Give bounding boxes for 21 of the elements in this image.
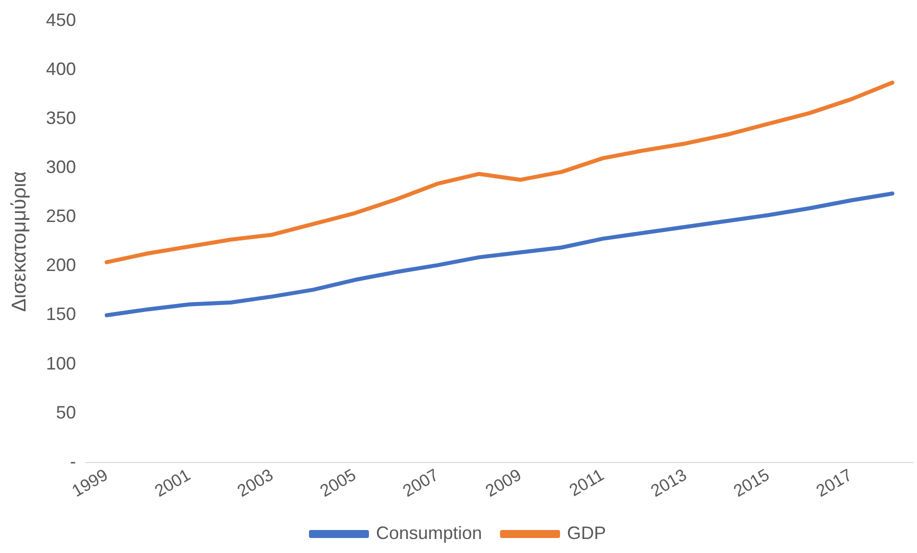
x-tick-label: 2011 bbox=[566, 465, 608, 500]
x-tick-label: 2003 bbox=[234, 465, 276, 501]
y-tick-label: 200 bbox=[46, 255, 76, 276]
y-tick-label: 300 bbox=[46, 156, 76, 177]
y-tick-label: 150 bbox=[46, 304, 76, 324]
x-tick-label: 2009 bbox=[482, 465, 525, 501]
x-tick-label: 2005 bbox=[316, 465, 360, 501]
x-tick-label: 2013 bbox=[648, 465, 690, 501]
legend-label: GDP bbox=[567, 522, 606, 543]
y-tick-label: 350 bbox=[46, 108, 76, 128]
x-tick-label: 2001 bbox=[151, 465, 194, 501]
y-axis-title: Δισεκατομμύρια bbox=[8, 171, 31, 312]
legend-label: Consumption bbox=[376, 522, 482, 543]
y-tick-label: 250 bbox=[46, 206, 76, 226]
x-tick-label: 2015 bbox=[730, 465, 773, 501]
y-tick-label: 100 bbox=[46, 353, 76, 374]
y-tick-label: 50 bbox=[56, 402, 76, 422]
x-tick-label: 2017 bbox=[813, 465, 856, 501]
x-tick-label: 2007 bbox=[400, 465, 442, 501]
y-tick-label: 450 bbox=[46, 10, 76, 30]
y-tick-label: 400 bbox=[46, 58, 76, 79]
